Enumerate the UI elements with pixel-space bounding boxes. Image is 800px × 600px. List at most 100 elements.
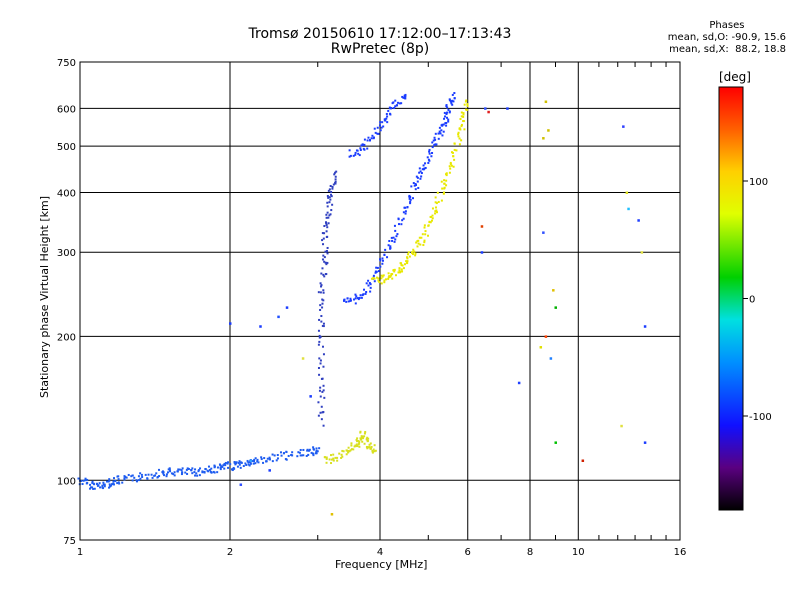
data-point bbox=[517, 381, 521, 385]
data-point bbox=[347, 300, 350, 303]
data-point bbox=[445, 105, 448, 108]
data-point bbox=[465, 99, 468, 102]
data-point bbox=[460, 123, 463, 126]
data-point bbox=[449, 167, 452, 170]
data-point bbox=[322, 237, 325, 240]
data-point bbox=[427, 158, 430, 161]
data-point bbox=[409, 196, 412, 199]
data-point bbox=[280, 454, 283, 457]
data-point bbox=[387, 277, 390, 280]
data-point bbox=[448, 111, 451, 114]
data-point bbox=[356, 437, 359, 440]
data-point bbox=[326, 195, 329, 198]
data-point bbox=[276, 454, 279, 457]
data-point bbox=[544, 335, 548, 338]
data-point bbox=[117, 481, 120, 484]
data-point bbox=[113, 477, 116, 480]
data-point bbox=[447, 108, 450, 111]
data-point bbox=[322, 291, 325, 294]
data-point bbox=[256, 460, 259, 463]
data-point bbox=[249, 462, 252, 465]
data-point bbox=[431, 141, 434, 144]
data-point bbox=[365, 438, 368, 441]
data-point bbox=[364, 292, 367, 295]
data-point bbox=[396, 101, 399, 104]
data-point bbox=[127, 473, 130, 476]
data-point bbox=[458, 127, 461, 130]
data-point bbox=[424, 230, 427, 233]
data-point bbox=[332, 457, 335, 460]
data-point bbox=[226, 462, 229, 465]
data-point bbox=[460, 111, 463, 114]
data-point bbox=[366, 139, 369, 142]
data-point bbox=[273, 454, 276, 457]
data-point bbox=[446, 106, 449, 109]
data-point bbox=[368, 139, 371, 142]
data-point bbox=[259, 325, 262, 328]
data-point bbox=[319, 335, 322, 338]
data-point bbox=[408, 197, 411, 200]
data-point bbox=[340, 456, 343, 459]
data-point bbox=[322, 365, 325, 368]
data-point bbox=[359, 431, 362, 434]
data-point bbox=[131, 474, 134, 477]
data-point bbox=[221, 465, 224, 468]
data-point bbox=[356, 445, 359, 448]
data-point bbox=[240, 461, 243, 464]
data-point bbox=[263, 457, 266, 460]
data-point bbox=[210, 467, 213, 470]
data-point bbox=[458, 137, 461, 140]
data-point bbox=[177, 468, 180, 471]
data-point bbox=[194, 468, 197, 471]
data-point bbox=[549, 357, 553, 360]
data-point bbox=[91, 481, 94, 484]
x-tick-label: 1 bbox=[77, 547, 83, 558]
data-point bbox=[381, 121, 384, 124]
data-point bbox=[373, 280, 376, 283]
data-point bbox=[212, 470, 215, 473]
data-point bbox=[91, 486, 94, 489]
data-point bbox=[321, 411, 324, 414]
data-point bbox=[460, 139, 463, 142]
data-point bbox=[462, 120, 465, 123]
data-point bbox=[329, 193, 332, 196]
data-point bbox=[173, 474, 176, 477]
data-point bbox=[355, 443, 358, 446]
data-point bbox=[349, 154, 352, 157]
data-point bbox=[328, 458, 331, 461]
data-point bbox=[374, 449, 377, 452]
data-point bbox=[320, 284, 323, 287]
data-point bbox=[448, 99, 451, 102]
data-point bbox=[82, 479, 85, 482]
data-point bbox=[643, 441, 647, 444]
data-point bbox=[431, 151, 434, 154]
data-point bbox=[254, 462, 257, 465]
data-point bbox=[327, 196, 330, 199]
data-point bbox=[395, 235, 398, 238]
data-point bbox=[455, 149, 458, 152]
data-point bbox=[139, 477, 142, 480]
data-point bbox=[302, 448, 305, 451]
data-point bbox=[394, 238, 397, 241]
data-point bbox=[389, 113, 392, 116]
data-point bbox=[334, 456, 337, 459]
data-point bbox=[317, 343, 320, 346]
data-point bbox=[441, 187, 444, 190]
data-point bbox=[539, 346, 543, 349]
data-point bbox=[197, 469, 200, 472]
data-point bbox=[374, 131, 377, 134]
data-point bbox=[168, 468, 171, 471]
data-point bbox=[93, 483, 96, 486]
data-point bbox=[204, 468, 207, 471]
data-point bbox=[322, 322, 325, 325]
data-point bbox=[443, 111, 446, 114]
data-point bbox=[444, 115, 447, 118]
data-point bbox=[334, 178, 337, 181]
data-point bbox=[318, 318, 321, 321]
data-point bbox=[447, 118, 450, 121]
data-point bbox=[406, 253, 409, 256]
data-point bbox=[268, 469, 271, 472]
data-point bbox=[406, 206, 409, 209]
data-point bbox=[466, 108, 469, 111]
data-point bbox=[415, 175, 418, 178]
